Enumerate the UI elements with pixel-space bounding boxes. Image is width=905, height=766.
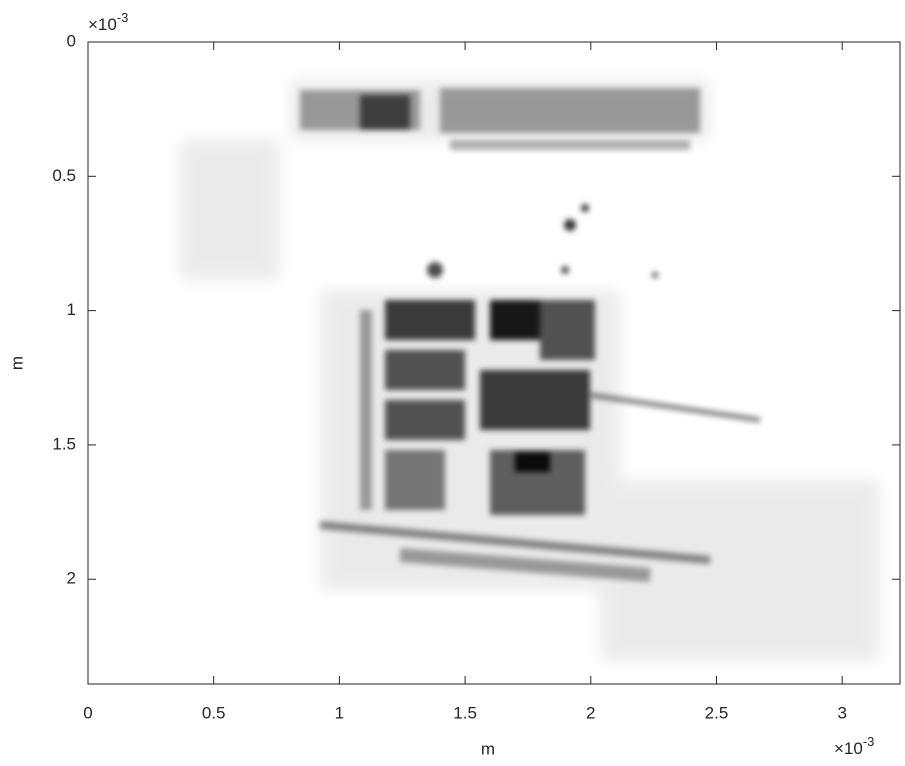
chart: m m ×10-3 ×10-3 00.511.522.5300.511.52 [0,0,905,766]
x-tick-label: 0.5 [202,703,226,722]
y-tick-label: 0.5 [52,166,76,185]
y-tick-label: 0 [67,31,76,50]
y-tick-label: 2 [67,569,76,588]
y-tick-label: 1 [67,300,76,319]
x-multiplier-exponent: -3 [863,734,875,749]
image [88,42,900,684]
y-tick-label: 1.5 [52,434,76,453]
x-multiplier: ×10-3 [834,734,874,758]
x-tick-label: 1 [335,703,344,722]
x-tick-label: 2 [586,703,595,722]
y-multiplier-exponent: -3 [117,10,129,25]
x-tick-label: 0 [83,703,92,722]
y-multiplier-base: ×10 [88,15,117,34]
y-multiplier: ×10-3 [88,10,128,34]
x-tick-label: 1.5 [453,703,477,722]
x-axis-label: m [481,739,495,758]
x-multiplier-base: ×10 [834,739,863,758]
x-tick-label: 3 [837,703,846,722]
x-tick-label: 2.5 [705,703,729,722]
y-axis-label: m [7,356,26,370]
